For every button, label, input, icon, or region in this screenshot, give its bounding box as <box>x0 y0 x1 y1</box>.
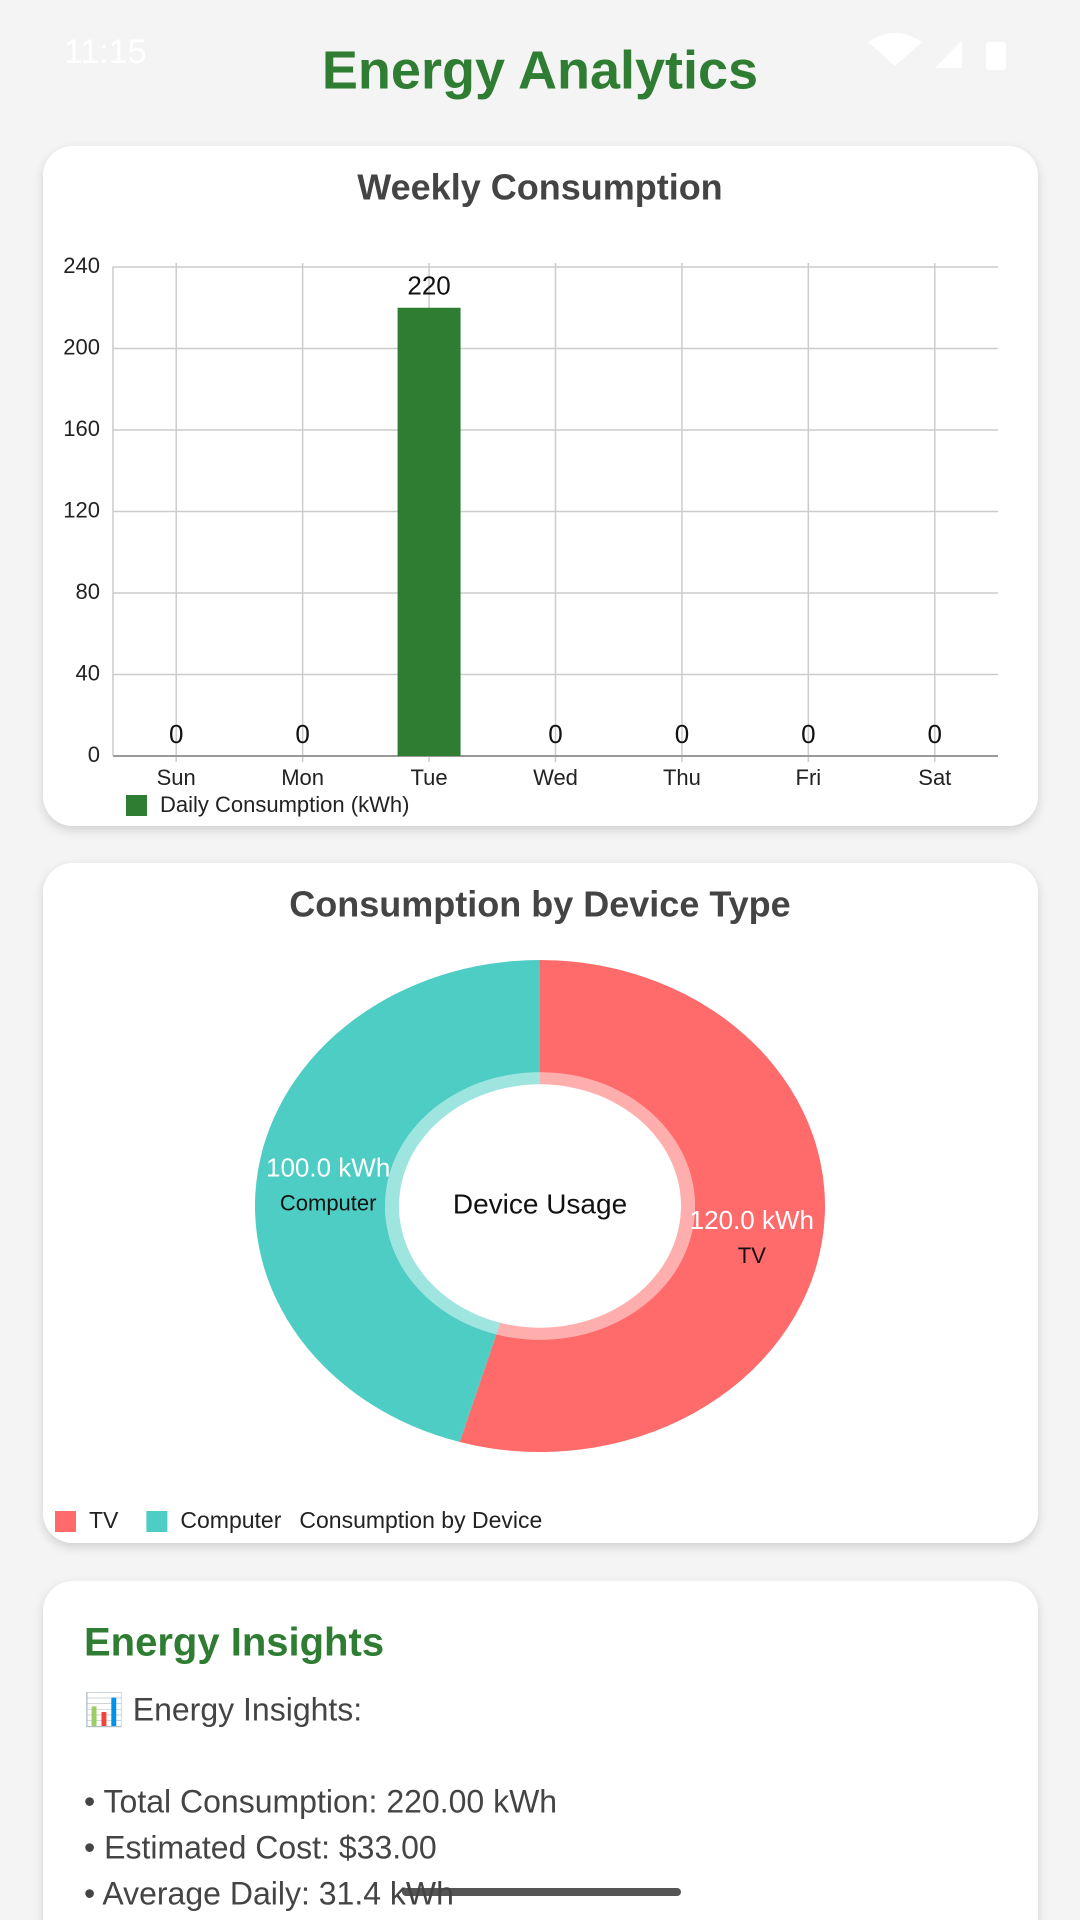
x-tick-label: Wed <box>533 765 578 790</box>
legend-swatch <box>55 1511 76 1532</box>
insights-title: Energy Insights <box>84 1621 384 1665</box>
x-tick-label: Mon <box>281 765 324 790</box>
value-label: 220 <box>407 271 450 301</box>
legend-label: TV <box>89 1507 119 1533</box>
legend-swatch <box>126 795 147 816</box>
y-tick-label: 200 <box>63 334 100 359</box>
insights-heading: 📊 Energy Insights: <box>84 1691 362 1727</box>
card-title: Consumption by Device Type <box>289 884 790 925</box>
slice <box>459 960 825 1452</box>
x-tick-label: Fri <box>796 765 822 790</box>
signal-icon <box>935 40 962 68</box>
y-tick-label: 240 <box>63 253 100 278</box>
app-title: Energy Analytics <box>322 40 758 100</box>
value-label: 0 <box>548 719 562 749</box>
legend-dataset-label: Consumption by Device <box>299 1507 542 1533</box>
slice-value-label: 100.0 kWh <box>266 1153 390 1183</box>
slice-value-label: 120.0 kWh <box>690 1205 814 1235</box>
status-time: 11:15 <box>64 33 147 71</box>
value-label: 0 <box>675 719 689 749</box>
value-label: 0 <box>928 719 942 749</box>
slice <box>255 960 540 1443</box>
legend-swatch <box>146 1511 168 1532</box>
value-label: 0 <box>801 719 815 749</box>
insight-item: • Estimated Cost: $33.00 <box>84 1829 437 1865</box>
insight-item: • Total Consumption: 220.00 kWh <box>84 1783 557 1819</box>
y-tick-label: 0 <box>88 742 100 767</box>
y-tick-label: 120 <box>63 497 100 522</box>
donut <box>255 960 825 1452</box>
x-tick-label: Sat <box>918 765 951 790</box>
center-label: Device Usage <box>453 1188 627 1219</box>
value-label: 0 <box>169 719 183 749</box>
insights-card <box>43 1581 1038 1920</box>
value-label: 0 <box>295 719 309 749</box>
y-tick-label: 80 <box>76 579 100 604</box>
wifi-icon <box>868 33 922 66</box>
y-tick-label: 40 <box>76 660 100 685</box>
x-tick-label: Sun <box>157 765 196 790</box>
x-tick-label: Tue <box>411 765 448 790</box>
legend-label: Daily Consumption (kWh) <box>160 792 409 817</box>
home-indicator <box>402 1888 681 1896</box>
legend-label: Computer <box>180 1507 281 1533</box>
slice-category-label: TV <box>738 1243 766 1268</box>
slice-category-label: Computer <box>280 1191 377 1216</box>
x-tick-label: Thu <box>663 765 701 790</box>
card-title: Weekly Consumption <box>357 167 722 208</box>
y-tick-label: 160 <box>63 416 100 441</box>
insight-item: • Average Daily: 31.4 kWh <box>84 1875 454 1911</box>
battery-icon <box>986 42 1006 70</box>
device-card <box>43 863 1038 1543</box>
bar <box>397 307 461 756</box>
weekly-card <box>43 146 1038 826</box>
